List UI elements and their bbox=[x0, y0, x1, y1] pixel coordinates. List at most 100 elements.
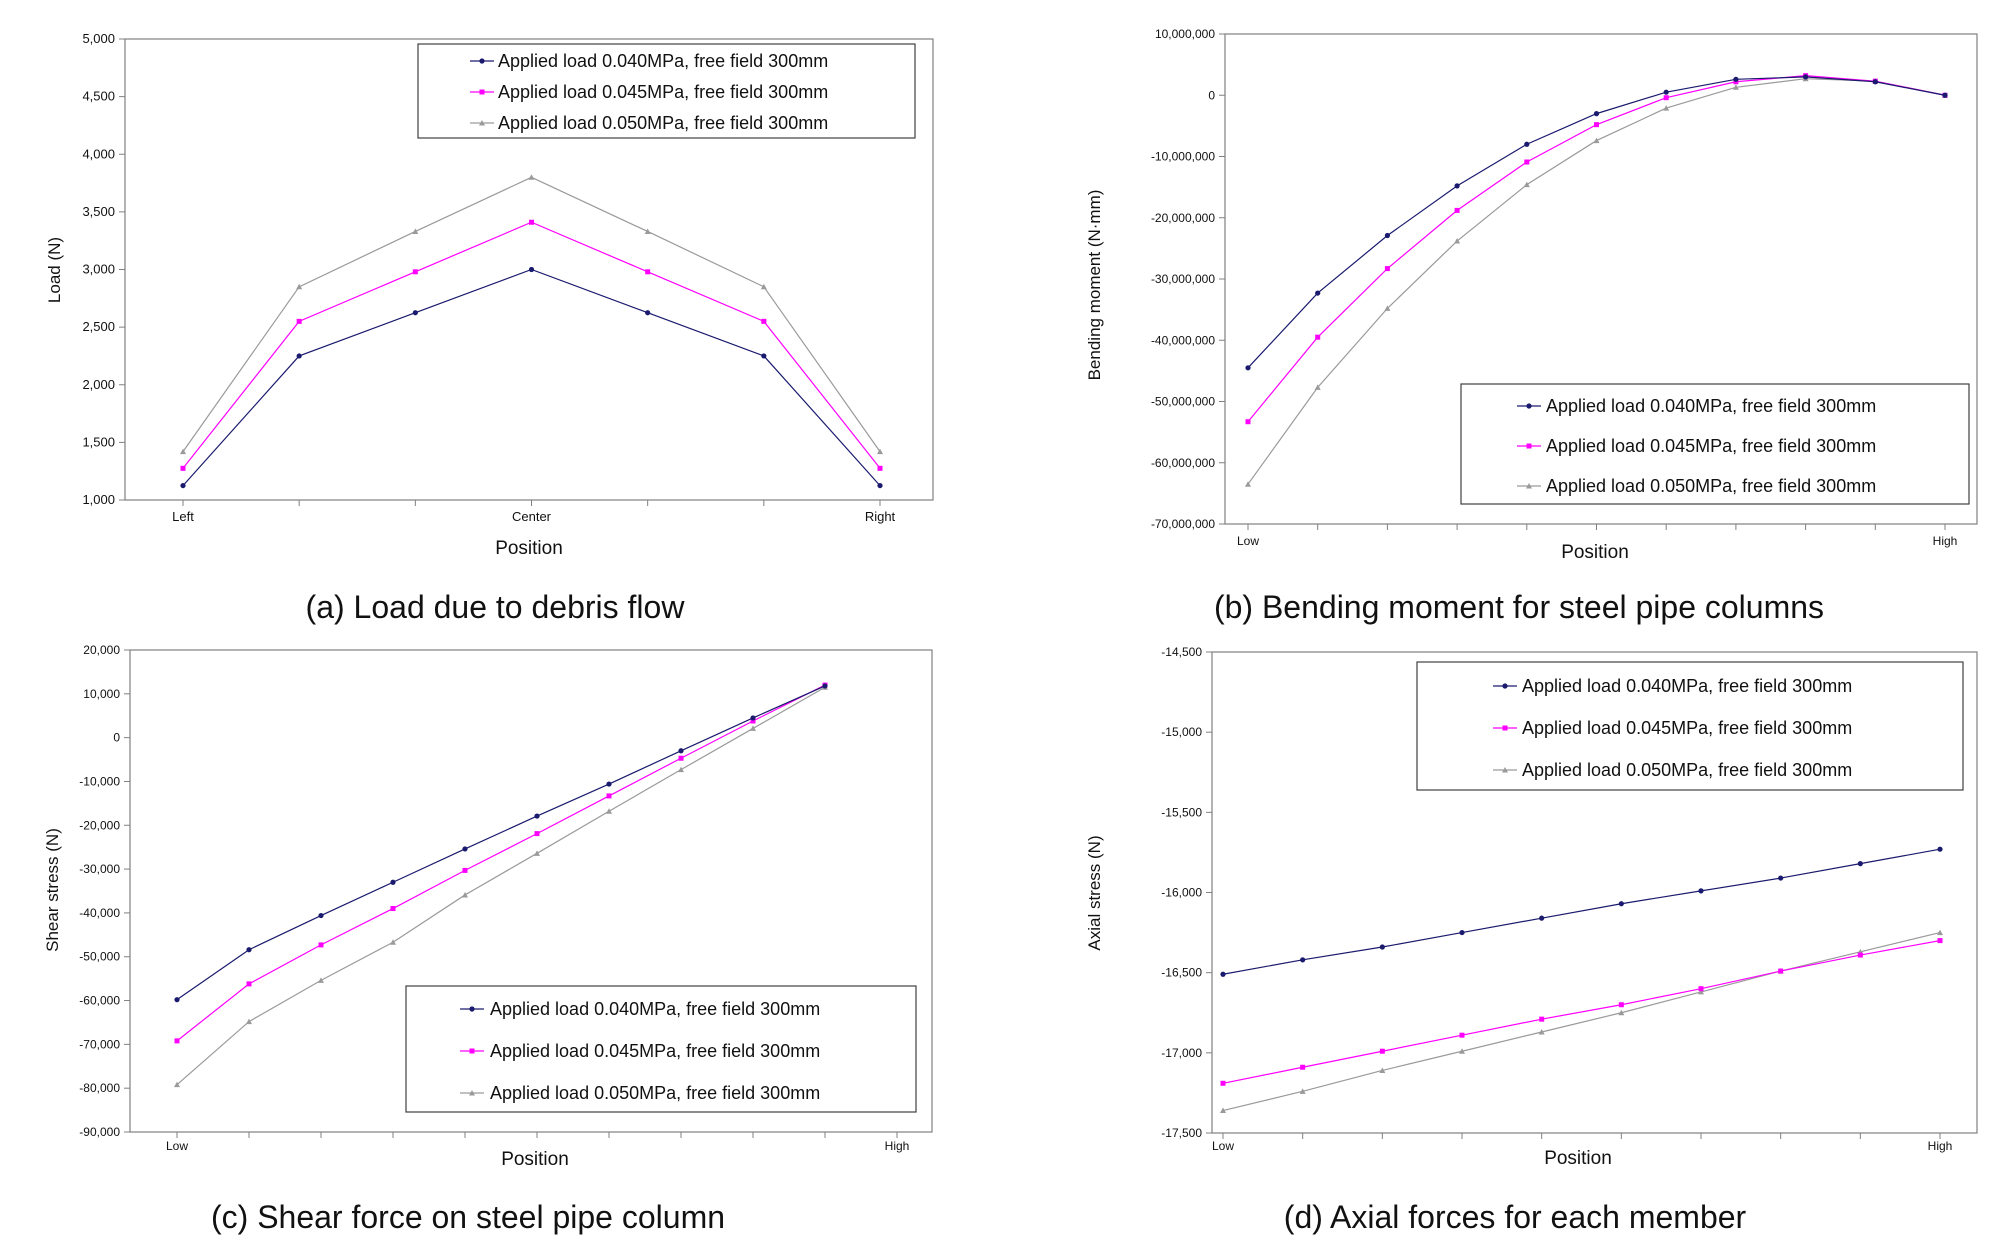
y-tick-label-a-3: 2,500 bbox=[82, 319, 115, 334]
legend-label-a-3: Applied load 0.050MPa, free field 300mm bbox=[498, 113, 828, 133]
legend-marker-d-2 bbox=[1502, 725, 1508, 731]
point-c-3-8 bbox=[750, 725, 756, 731]
y-tick-label-d-2: -16,500 bbox=[1161, 966, 1202, 980]
point-b-1-8 bbox=[1803, 74, 1809, 80]
x-tick-label-a-0: Left bbox=[172, 509, 194, 524]
x-tick-label-c-1: High bbox=[885, 1139, 910, 1153]
legend-marker-a-3 bbox=[479, 120, 485, 126]
y-tick-label-b-2: -50,000,000 bbox=[1151, 395, 1215, 409]
point-d-2-6 bbox=[1698, 986, 1704, 992]
plot-marks-c: -90,000 -80,000 -70,000 -60,000 -50,000 -40,0… bbox=[79, 643, 909, 1153]
x-tick-label-b-1: High bbox=[1933, 534, 1958, 548]
y-tick-label-c-10: 10,000 bbox=[83, 687, 120, 701]
point-d-3-6 bbox=[1698, 988, 1704, 995]
point-d-2-9 bbox=[1937, 938, 1943, 944]
point-c-2-8 bbox=[750, 718, 756, 724]
point-b-2-2 bbox=[1384, 266, 1390, 272]
y-tick-label-c-6: -30,000 bbox=[79, 862, 120, 876]
y-tick-label-b-4: -30,000,000 bbox=[1151, 272, 1215, 286]
legend-marker-d-1 bbox=[1502, 683, 1508, 689]
legend-label-c-3: Applied load 0.050MPa, free field 300mm bbox=[490, 1083, 820, 1103]
point-d-3-3 bbox=[1459, 1048, 1465, 1054]
caption-c: (c) Shear force on steel pipe column bbox=[211, 1199, 725, 1235]
point-a-3-2 bbox=[412, 228, 419, 234]
legend-marker-c-1 bbox=[469, 1006, 475, 1012]
point-d-3-2 bbox=[1379, 1067, 1386, 1073]
point-a-3-4 bbox=[644, 228, 651, 234]
point-a-1-2 bbox=[412, 310, 418, 316]
y-axis-label-a: Load (N) bbox=[45, 237, 64, 303]
legend-label-a-2: Applied load 0.045MPa, free field 300mm bbox=[498, 82, 828, 102]
series-line-c-2 bbox=[176, 684, 826, 1042]
y-tick-label-a-0: 1,000 bbox=[82, 492, 115, 507]
legend-label-b-3: Applied load 0.050MPa, free field 300mm bbox=[1546, 476, 1876, 496]
point-c-3-1 bbox=[246, 1018, 252, 1025]
legend-label-b-1: Applied load 0.040MPa, free field 300mm bbox=[1546, 396, 1876, 416]
point-c-2-7 bbox=[678, 755, 684, 761]
y-tick-label-a-7: 4,500 bbox=[82, 89, 115, 104]
x-axis-label-c: Position bbox=[501, 1149, 569, 1170]
point-d-1-1 bbox=[1300, 957, 1306, 963]
point-c-2-2 bbox=[318, 942, 324, 948]
point-a-1-0 bbox=[180, 482, 186, 489]
point-a-1-4 bbox=[645, 310, 651, 316]
point-b-2-0 bbox=[1245, 419, 1251, 425]
point-c-1-7 bbox=[678, 748, 684, 754]
point-c-1-4 bbox=[462, 846, 468, 852]
point-a-2-1 bbox=[296, 318, 302, 324]
x-axis-label-b: Position bbox=[1561, 542, 1629, 563]
panel-a: 1,000 1,500 2,000 2,500 3,000 3,500 4,000 4,500… bbox=[45, 31, 934, 625]
legend-box-c bbox=[405, 985, 917, 1113]
point-b-1-6 bbox=[1663, 89, 1669, 95]
point-b-3-1 bbox=[1314, 384, 1321, 390]
y-tick-label-c-2: -70,000 bbox=[79, 1037, 120, 1051]
legend-c: Applied load 0.040MPa, free field 300mm … bbox=[405, 985, 917, 1113]
point-d-2-8 bbox=[1857, 952, 1863, 958]
point-b-3-3 bbox=[1454, 238, 1461, 244]
point-a-2-5 bbox=[761, 318, 767, 324]
y-tick-label-b-0: -70,000,000 bbox=[1151, 517, 1215, 531]
point-c-3-3 bbox=[390, 939, 396, 945]
legend-marker-b-3 bbox=[1526, 483, 1532, 489]
legend-label-b-2: Applied load 0.045MPa, free field 300mm bbox=[1546, 436, 1876, 456]
point-c-3-0 bbox=[174, 1081, 180, 1088]
legend-marker-c-3 bbox=[469, 1090, 475, 1096]
y-axis-label-c: Shear stress (N) bbox=[43, 828, 62, 952]
point-a-2-2 bbox=[412, 269, 418, 275]
x-tick-label-d-1: High bbox=[1928, 1139, 1953, 1153]
point-d-3-1 bbox=[1299, 1088, 1306, 1094]
y-tick-label-c-3: -60,000 bbox=[79, 994, 120, 1008]
point-a-3-1 bbox=[296, 283, 303, 290]
legend-marker-a-1 bbox=[479, 58, 485, 64]
point-b-1-0 bbox=[1245, 365, 1251, 371]
y-axis-label-d: Axial stress (N) bbox=[1085, 835, 1104, 950]
point-c-2-4 bbox=[462, 867, 468, 873]
y-tick-label-c-4: -50,000 bbox=[79, 950, 120, 964]
y-tick-label-b-8: 10,000,000 bbox=[1155, 27, 1215, 41]
point-b-2-5 bbox=[1594, 122, 1599, 128]
point-d-2-7 bbox=[1778, 968, 1784, 974]
point-c-3-5 bbox=[534, 850, 540, 856]
legend-label-a-1: Applied load 0.040MPa, free field 300mm bbox=[498, 51, 828, 71]
point-a-3-6 bbox=[877, 448, 883, 455]
series-line-d-3 bbox=[1222, 932, 1941, 1112]
y-tick-label-d-6: -14,500 bbox=[1161, 645, 1202, 659]
point-a-1-6 bbox=[877, 482, 883, 489]
point-c-1-0 bbox=[174, 997, 180, 1003]
point-a-3-3 bbox=[528, 174, 535, 180]
y-tick-label-d-4: -15,500 bbox=[1161, 805, 1202, 819]
x-tick-label-a-1: Center bbox=[512, 509, 552, 524]
legend-marker-b-1 bbox=[1526, 403, 1532, 409]
point-c-1-3 bbox=[390, 879, 396, 885]
point-d-2-3 bbox=[1459, 1032, 1465, 1038]
point-c-2-1 bbox=[246, 981, 252, 987]
y-tick-label-c-8: -10,000 bbox=[79, 774, 120, 788]
point-d-1-4 bbox=[1539, 915, 1545, 921]
point-d-2-2 bbox=[1379, 1048, 1385, 1054]
y-tick-label-c-9: 0 bbox=[113, 731, 120, 745]
y-tick-label-c-1: -80,000 bbox=[79, 1081, 120, 1095]
point-b-2-4 bbox=[1524, 159, 1530, 165]
point-b-2-1 bbox=[1315, 334, 1321, 340]
point-a-2-4 bbox=[645, 269, 651, 275]
point-b-3-7 bbox=[1732, 84, 1739, 90]
